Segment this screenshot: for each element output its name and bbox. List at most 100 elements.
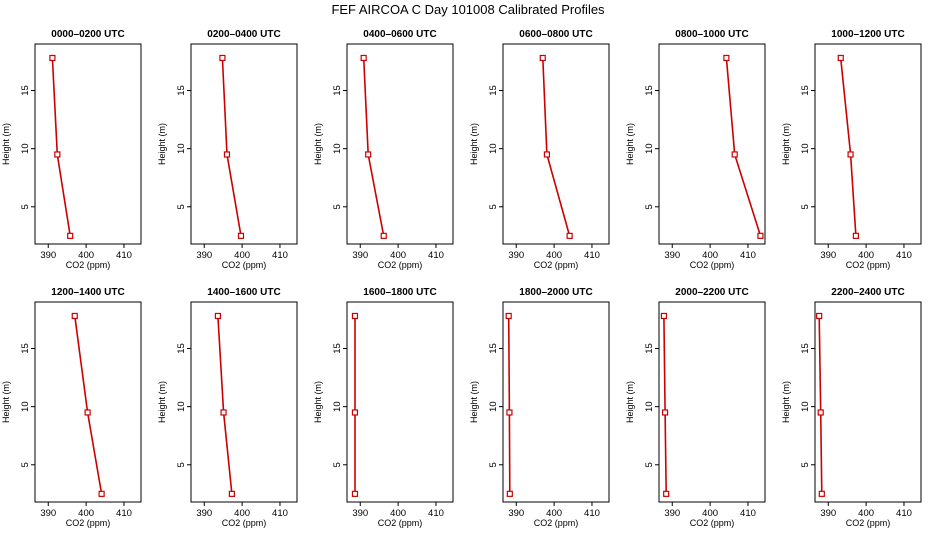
data-point xyxy=(351,490,359,497)
y-axis-label: Height (m) xyxy=(313,123,323,165)
x-tick-label: 400 xyxy=(234,250,250,261)
panel-3: 0400–0600 UTC 390 400 410 CO2 (ppm) 5 10 15 Heig… xyxy=(313,29,454,270)
plot-frame xyxy=(814,301,922,503)
y-tick-label: 5 xyxy=(488,462,499,467)
x-tick-label: 410 xyxy=(896,508,912,519)
panel-title: 1200–1400 UTC xyxy=(51,287,124,298)
x-axis-label: CO2 (ppm) xyxy=(378,260,423,270)
x-tick-label: 410 xyxy=(740,250,756,261)
x-axis-label: CO2 (ppm) xyxy=(690,518,735,528)
x-axis-label: CO2 (ppm) xyxy=(534,260,579,270)
y-tick-label: 10 xyxy=(176,401,187,412)
panel-title: 0600–0800 UTC xyxy=(519,29,592,40)
profile-line xyxy=(51,57,71,237)
y-tick-label: 10 xyxy=(644,143,655,154)
plot-frame xyxy=(814,43,922,245)
panel-10: 1800–2000 UTC 390 400 410 CO2 (ppm) 5 10 15 Heig… xyxy=(469,287,610,528)
x-tick-label: 390 xyxy=(352,508,368,519)
panel-9: 1600–1800 UTC 390 400 410 CO2 (ppm) 5 10 15 Heig… xyxy=(313,287,454,528)
profile-line xyxy=(507,315,511,494)
y-tick-label: 15 xyxy=(176,85,187,96)
y-tick-label: 5 xyxy=(332,204,343,209)
x-tick-label: 390 xyxy=(664,250,680,261)
x-axis-label: CO2 (ppm) xyxy=(690,260,735,270)
x-tick-label: 400 xyxy=(702,250,718,261)
panel-12: 2200–2400 UTC 390 400 410 CO2 (ppm) 5 10 15 Heig… xyxy=(781,287,922,528)
profile-line xyxy=(362,57,385,237)
x-tick-label: 390 xyxy=(40,250,56,261)
profile-line xyxy=(818,315,823,494)
y-axis-label: Height (m) xyxy=(781,123,791,165)
x-tick-label: 400 xyxy=(390,508,406,519)
panel-2: 0200–0400 UTC 390 400 410 CO2 (ppm) 5 10 15 Heig… xyxy=(157,29,298,270)
panel-6: 1000–1200 UTC 390 400 410 CO2 (ppm) 5 10 15 Heig… xyxy=(781,29,922,270)
y-tick-label: 10 xyxy=(20,401,31,412)
x-tick-label: 400 xyxy=(234,508,250,519)
x-tick-label: 410 xyxy=(116,250,132,261)
plot-frame xyxy=(190,301,298,503)
x-tick-label: 400 xyxy=(702,508,718,519)
data-point xyxy=(847,151,854,158)
data-point xyxy=(506,409,513,416)
y-tick-label: 15 xyxy=(488,343,499,354)
x-axis-label: CO2 (ppm) xyxy=(534,518,579,528)
y-tick-label: 15 xyxy=(176,343,187,354)
x-tick-label: 390 xyxy=(820,508,836,519)
x-tick-label: 410 xyxy=(896,250,912,261)
plot-frame xyxy=(658,43,766,245)
y-tick-label: 5 xyxy=(800,204,811,209)
panel-title: 0000–0200 UTC xyxy=(51,29,124,40)
x-tick-label: 390 xyxy=(820,250,836,261)
data-point xyxy=(49,54,56,62)
y-tick-label: 10 xyxy=(488,401,499,412)
profile-line xyxy=(839,57,857,236)
y-tick-label: 5 xyxy=(644,204,655,209)
panel-title: 1800–2000 UTC xyxy=(519,287,592,298)
y-axis-label: Height (m) xyxy=(469,381,479,423)
profile-line xyxy=(725,57,762,237)
y-tick-label: 15 xyxy=(20,85,31,96)
data-point xyxy=(757,232,764,239)
plot-frame xyxy=(34,43,142,245)
data-point xyxy=(351,409,359,416)
y-axis-label: Height (m) xyxy=(1,123,11,165)
data-point xyxy=(852,232,859,239)
panel-title: 0800–1000 UTC xyxy=(675,29,748,40)
x-tick-label: 400 xyxy=(78,508,94,519)
data-point xyxy=(505,312,512,320)
data-point xyxy=(365,151,372,158)
y-tick-label: 10 xyxy=(800,401,811,412)
panel-title: 1600–1800 UTC xyxy=(363,287,436,298)
data-point xyxy=(84,409,91,416)
x-tick-label: 390 xyxy=(508,508,524,519)
panel-title: 1000–1200 UTC xyxy=(831,29,904,40)
y-tick-label: 15 xyxy=(488,85,499,96)
y-tick-label: 5 xyxy=(800,462,811,467)
data-point xyxy=(71,312,78,320)
x-tick-label: 390 xyxy=(196,508,212,519)
x-tick-label: 400 xyxy=(78,250,94,261)
data-point xyxy=(663,490,670,497)
plot-frame xyxy=(502,43,610,245)
y-axis-label: Height (m) xyxy=(781,381,791,423)
x-axis-label: CO2 (ppm) xyxy=(222,260,267,270)
x-tick-label: 390 xyxy=(196,250,212,261)
y-tick-label: 10 xyxy=(644,401,655,412)
data-point xyxy=(539,54,546,62)
data-point xyxy=(220,409,227,416)
y-tick-label: 5 xyxy=(332,462,343,467)
x-tick-label: 410 xyxy=(428,508,444,519)
y-tick-label: 15 xyxy=(644,85,655,96)
y-tick-label: 5 xyxy=(488,204,499,209)
x-tick-label: 410 xyxy=(272,250,288,261)
profile-line xyxy=(663,315,667,494)
x-axis-label: CO2 (ppm) xyxy=(378,518,423,528)
y-tick-label: 10 xyxy=(332,401,343,412)
x-axis-label: CO2 (ppm) xyxy=(222,518,267,528)
panel-title: 0400–0600 UTC xyxy=(363,29,436,40)
data-point xyxy=(67,232,74,239)
data-point xyxy=(816,312,823,320)
y-tick-label: 10 xyxy=(176,143,187,154)
panel-4: 0600–0800 UTC 390 400 410 CO2 (ppm) 5 10 15 Heig… xyxy=(469,29,610,270)
